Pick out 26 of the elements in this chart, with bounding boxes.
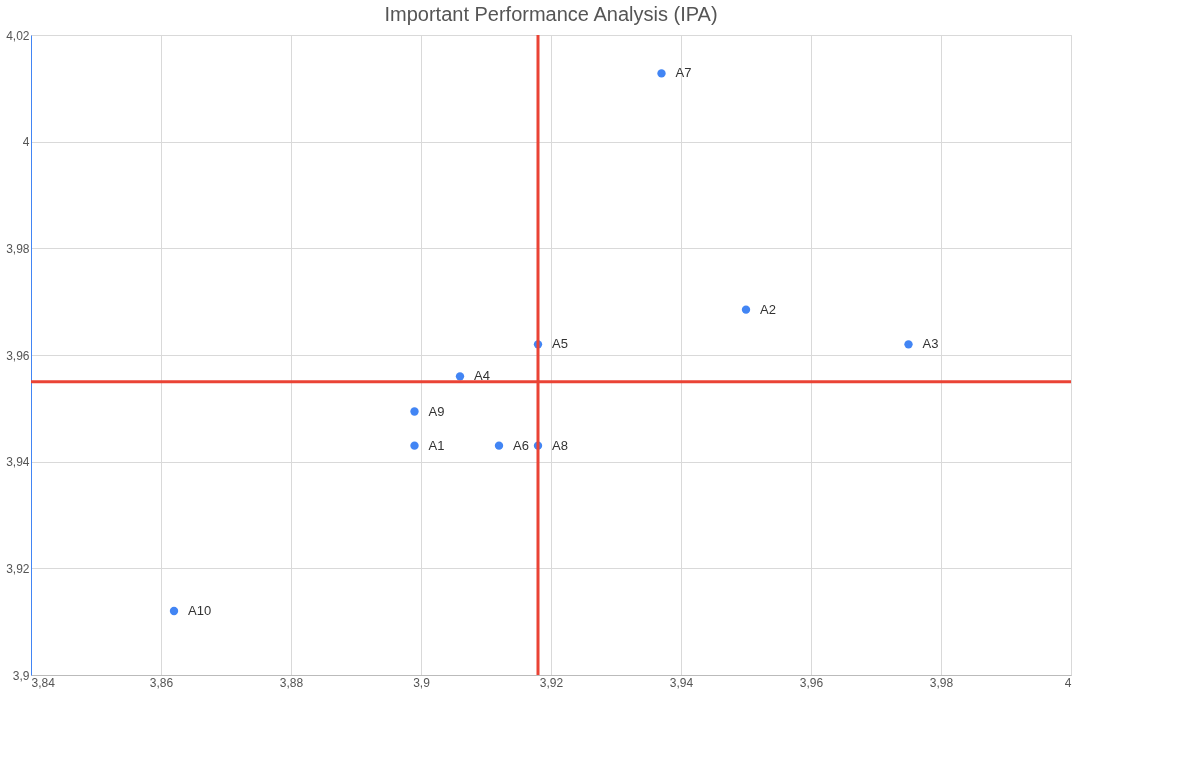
y-tick-label: 3,92 bbox=[6, 561, 30, 576]
annotation: A6 bbox=[513, 437, 529, 453]
x-tick-label: 4 bbox=[1064, 675, 1072, 690]
x-tick-label: 3,86 bbox=[149, 675, 174, 690]
annotation: A8 bbox=[552, 437, 568, 453]
y-tick-label: 3,98 bbox=[6, 241, 30, 256]
x-tick-label: 3,96 bbox=[799, 675, 824, 690]
annotation: A4 bbox=[474, 368, 490, 384]
annotation: A10 bbox=[188, 603, 212, 618]
annotation: A3 bbox=[922, 336, 939, 352]
annotation: A2 bbox=[760, 301, 776, 317]
chart-title: Important Performance Analysis (IPA) bbox=[384, 3, 718, 25]
x-tick-label: 3,98 bbox=[929, 675, 954, 690]
annotation: A1 bbox=[428, 437, 445, 453]
x-tick-label: 3,88 bbox=[279, 675, 304, 690]
x-tick-label: 3,92 bbox=[539, 675, 564, 690]
annotation: A5 bbox=[552, 336, 568, 352]
x-tick-label: 3,94 bbox=[669, 675, 694, 690]
x-tick-label: 3,9 bbox=[413, 675, 431, 690]
annotation: A9 bbox=[428, 403, 445, 419]
y-tick-label: 4 bbox=[22, 135, 30, 150]
y-tick-label: 3,96 bbox=[6, 348, 30, 363]
x-tick-label: 3,84 bbox=[31, 675, 56, 690]
annotation: A7 bbox=[675, 65, 692, 81]
y-tick-label: 4,02 bbox=[6, 28, 30, 43]
y-tick-label: 3,94 bbox=[6, 455, 30, 470]
